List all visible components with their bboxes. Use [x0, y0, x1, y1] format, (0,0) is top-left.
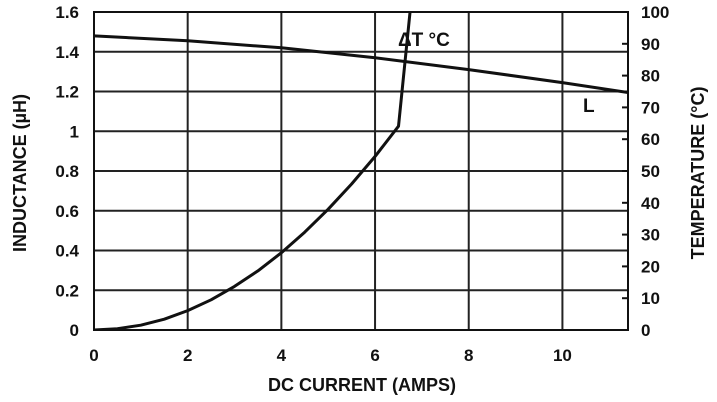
temperature-rise-curve — [94, 12, 412, 330]
x-tick-label: 8 — [464, 346, 473, 365]
y2-tick-label: 10 — [641, 289, 660, 308]
y2-tick-label: 70 — [641, 98, 660, 117]
y2-axis-title: TEMPERATURE (°C) — [688, 87, 708, 260]
y-tick-label: 0.2 — [55, 281, 79, 300]
y2-tick-label: 90 — [641, 35, 660, 54]
series-lines — [94, 12, 628, 330]
y-tick-label: 1.2 — [55, 83, 79, 102]
y2-tick-label: 60 — [641, 130, 660, 149]
series-label-temperature: ΔT °C — [398, 30, 450, 51]
x-tick-label: 0 — [89, 346, 98, 365]
y-tick-label: 0 — [70, 321, 79, 340]
y2-tick-label: 100 — [641, 3, 669, 22]
x-axis-title: DC CURRENT (AMPS) — [268, 375, 456, 395]
y-axis-title: INDUCTANCE (µH) — [10, 94, 30, 252]
series-label-inductance: L — [583, 96, 595, 117]
inductance-line — [94, 34, 628, 94]
x-tick-label: 6 — [370, 346, 379, 365]
ticks: 0 2 4 6 8 1000.20.40.60.811.21.41.60102030405… — [55, 3, 669, 365]
grid — [93, 11, 628, 331]
y-tick-label: 0.4 — [55, 242, 79, 261]
y-tick-label: 1 — [70, 122, 79, 141]
y-tick-label: 1.6 — [55, 3, 79, 22]
x-tick-label: 10 — [553, 346, 572, 365]
y2-tick-label: 40 — [641, 194, 660, 213]
y-tick-label: 0.8 — [55, 162, 79, 181]
y2-tick-label: 30 — [641, 226, 660, 245]
y2-tick-label: 20 — [641, 257, 660, 276]
y2-tick-label: 80 — [641, 67, 660, 86]
x-tick-label: 4 — [277, 346, 287, 365]
y2-tick-label: 0 — [641, 321, 650, 340]
y-tick-label: 1.4 — [55, 43, 79, 62]
y-tick-label: 0.6 — [55, 202, 79, 221]
x-tick-label: 2 — [183, 346, 192, 365]
y2-tick-label: 50 — [641, 162, 660, 181]
